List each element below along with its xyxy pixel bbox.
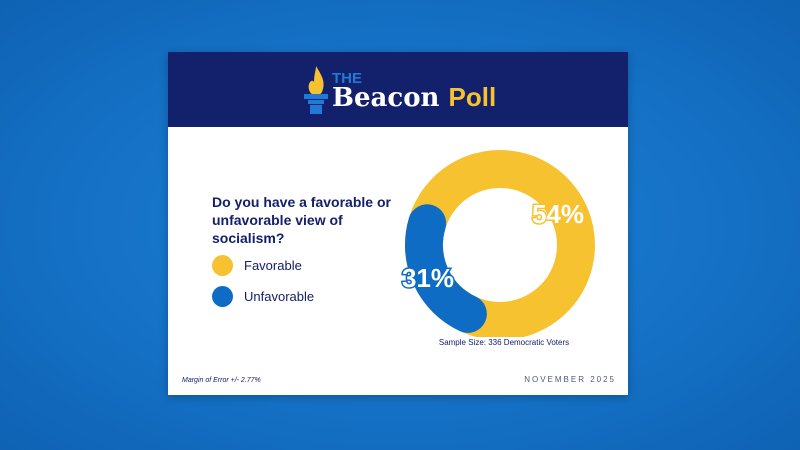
brand-poll: Poll (448, 82, 497, 112)
poll-date: NOVEMBER 2025 (524, 375, 616, 384)
header: THE Beacon Poll (168, 52, 628, 127)
legend-label: Favorable (244, 258, 302, 273)
data-label-favorable: 54% (532, 199, 584, 229)
legend-label: Unfavorable (244, 289, 315, 304)
brand-the: THE (332, 70, 362, 87)
sample-size: Sample Size: 336 Democratic Voters (438, 338, 570, 347)
data-label-unfavorable: 31% (402, 263, 454, 293)
poll-card: THE Beacon Poll Do you have a favorable … (168, 52, 628, 395)
legend-item-unfavorable: Unfavorable (212, 286, 314, 307)
logo: THE Beacon Poll (302, 64, 502, 116)
margin-of-error: Margin of Error +/- 2.77% (182, 377, 261, 384)
legend-item-favorable: Favorable (212, 255, 302, 276)
slice-unfavorable (405, 204, 487, 333)
brand-name: Beacon (332, 83, 440, 113)
legend-swatch (212, 286, 233, 307)
torch-icon (304, 66, 328, 114)
legend-swatch (212, 255, 233, 276)
donut-chart: 54% 31% (400, 150, 595, 337)
question: Do you have a favorable or unfavorable v… (212, 194, 391, 246)
